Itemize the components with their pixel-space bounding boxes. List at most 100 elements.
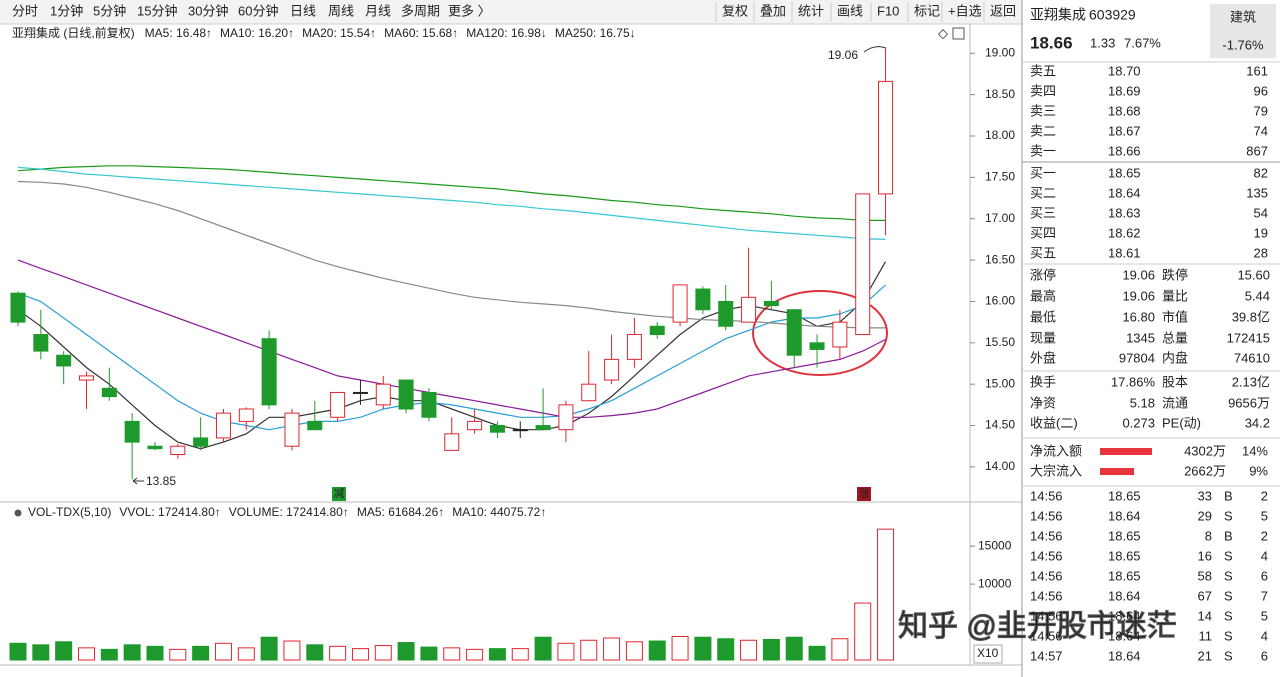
- stat-value: 9656万: [1228, 395, 1270, 410]
- legend-arrow: ↓: [630, 26, 636, 40]
- candle-body: [855, 193, 871, 336]
- candle-body: [10, 292, 26, 323]
- stat-value: 97804: [1119, 350, 1155, 365]
- icon-diamond[interactable]: ◇: [938, 25, 948, 40]
- period-tab[interactable]: 60分钟: [238, 3, 278, 18]
- trade-time: 14:56: [1030, 608, 1063, 623]
- period-tab[interactable]: 月线: [365, 3, 391, 18]
- flow-pct: 14%: [1242, 443, 1268, 458]
- trade-price: 18.65: [1108, 568, 1141, 583]
- stat-label: 现量: [1030, 330, 1056, 345]
- period-tab[interactable]: 周线: [328, 3, 354, 18]
- candle-body: [626, 334, 642, 360]
- period-tab[interactable]: 更多 〉: [448, 3, 491, 18]
- book-volume: 82: [1254, 165, 1268, 180]
- trade-side: B: [1224, 488, 1233, 503]
- book-label: 买四: [1030, 225, 1056, 240]
- trade-time: 14:56: [1030, 568, 1063, 583]
- trade-count: 2: [1261, 488, 1268, 503]
- y-tick-label: 16.00: [985, 294, 1015, 308]
- trade-count: 2: [1261, 528, 1268, 543]
- trade-count: 4: [1261, 628, 1268, 643]
- stat-value: 2.13亿: [1232, 374, 1270, 389]
- stat-value: 0.273: [1122, 415, 1155, 430]
- icon-window[interactable]: [952, 27, 965, 40]
- highlight-circle: [752, 290, 888, 376]
- y-tick-label: 15.50: [985, 335, 1015, 349]
- legend-entry: MA120: 16.98: [466, 26, 541, 40]
- legend-arrow: ↑: [343, 505, 349, 519]
- period-tab[interactable]: 30分钟: [188, 3, 228, 18]
- volume-bar: [625, 641, 643, 661]
- book-volume: 96: [1254, 83, 1268, 98]
- scale-box: [973, 644, 1003, 664]
- candle-body: [604, 358, 620, 381]
- trade-time: 14:56: [1030, 508, 1063, 523]
- candle-body: [832, 321, 848, 348]
- legend-arrow: ↑: [452, 26, 458, 40]
- trade-time: 14:56: [1030, 528, 1063, 543]
- period-tab[interactable]: 5分钟: [93, 3, 126, 18]
- trade-volume: 21: [1198, 648, 1212, 663]
- candle-body: [558, 404, 574, 431]
- book-volume: 74: [1254, 123, 1268, 138]
- period-tab[interactable]: 多周期: [401, 3, 440, 18]
- toolbar-button[interactable]: 复权: [722, 3, 748, 18]
- stat-label: 总量: [1162, 330, 1188, 345]
- candle-body: [444, 433, 460, 451]
- legend-arrow: ↑: [370, 26, 376, 40]
- trade-side: S: [1224, 568, 1233, 583]
- book-volume: 79: [1254, 103, 1268, 118]
- period-tab[interactable]: 分时: [12, 3, 38, 18]
- trade-volume: 8: [1205, 528, 1212, 543]
- trade-price: 18.64: [1108, 608, 1141, 623]
- toolbar-button[interactable]: 画线: [837, 3, 863, 18]
- period-tab[interactable]: 15分钟: [137, 3, 177, 18]
- volume-bar: [717, 638, 735, 661]
- book-label: 买一: [1030, 165, 1056, 180]
- volume-bar: [283, 640, 301, 661]
- toolbar-button[interactable]: 返回: [990, 3, 1016, 18]
- toolbar-button[interactable]: +自选: [948, 3, 982, 18]
- trade-price: 18.65: [1108, 548, 1141, 563]
- sector-box[interactable]: [1210, 4, 1276, 58]
- toolbar-button[interactable]: 标记: [914, 3, 940, 18]
- book-label: 卖三: [1030, 103, 1056, 118]
- period-tab[interactable]: 日线: [290, 3, 316, 18]
- candle-body: [398, 379, 414, 410]
- legend-entry: MA60: 15.68: [384, 26, 452, 40]
- toolbar-button[interactable]: 叠加: [760, 3, 786, 18]
- stat-label: 净资: [1030, 395, 1056, 410]
- volume-bar: [740, 639, 758, 661]
- stat-label: 外盘: [1030, 350, 1056, 365]
- stat-label: 市值: [1162, 309, 1188, 324]
- ma-line: [17, 165, 886, 221]
- change: 1.33: [1090, 35, 1115, 50]
- candle-body: [489, 425, 505, 433]
- stat-value: 5.44: [1245, 288, 1270, 303]
- period-tab[interactable]: 1分钟: [50, 3, 83, 18]
- scale-label: X10: [977, 646, 999, 660]
- toolbar-button[interactable]: 统计: [798, 3, 824, 18]
- trade-volume: 29: [1198, 508, 1212, 523]
- legend-entry: MA10: 44075.72: [452, 505, 540, 519]
- volume-bar: [671, 635, 689, 661]
- trade-time: 14:56: [1030, 628, 1063, 643]
- volume-bar: [443, 647, 461, 661]
- stat-label: 最高: [1030, 288, 1056, 303]
- y-tick-label: 17.50: [985, 170, 1015, 184]
- volume-bar: [260, 636, 278, 661]
- volume-bar: [557, 642, 575, 661]
- sector[interactable]: 建筑: [1230, 9, 1256, 24]
- chart-title: VOL-TDX(5,10): [28, 505, 111, 519]
- y-tick-label: 18.50: [985, 87, 1015, 101]
- trade-volume: 14: [1198, 608, 1212, 623]
- candle-body: [33, 334, 49, 352]
- candle-body: [535, 425, 551, 431]
- y-tick-label: 14.00: [985, 459, 1015, 473]
- volume-bar: [488, 648, 506, 661]
- legend-arrow: ↑: [206, 26, 212, 40]
- toolbar-button[interactable]: F10: [877, 3, 899, 18]
- book-volume: 867: [1246, 143, 1268, 158]
- candle-body: [512, 429, 528, 432]
